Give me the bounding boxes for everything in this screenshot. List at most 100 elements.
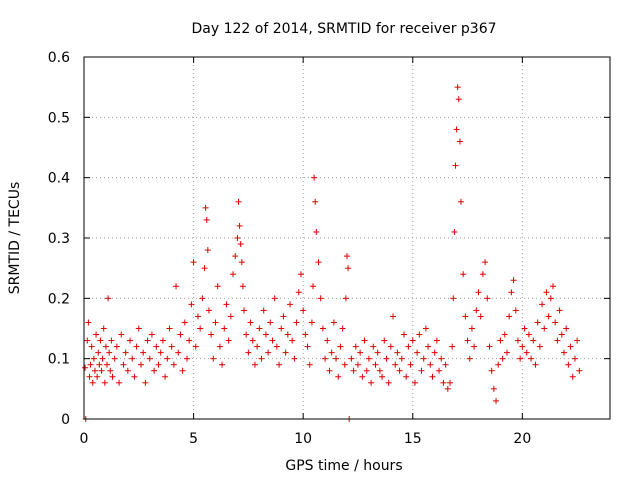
data-point — [567, 343, 574, 350]
data-point — [86, 373, 93, 380]
data-point — [482, 259, 489, 266]
data-point — [102, 343, 109, 350]
data-point — [449, 343, 456, 350]
data-point — [135, 325, 142, 332]
data-point — [162, 373, 169, 380]
data-point — [87, 361, 94, 368]
data-point — [444, 385, 451, 392]
data-point — [359, 373, 366, 380]
data-point — [280, 313, 287, 320]
data-point — [243, 331, 250, 338]
data-point — [560, 349, 567, 356]
data-point — [204, 247, 211, 254]
data-point — [109, 373, 116, 380]
data-point — [372, 361, 379, 368]
y-tick-label: 0.2 — [48, 291, 70, 307]
data-point — [539, 301, 546, 308]
data-point — [490, 385, 497, 392]
data-point — [105, 295, 112, 302]
data-point — [563, 325, 570, 332]
data-point — [153, 343, 160, 350]
data-point — [547, 295, 554, 302]
data-point — [216, 343, 223, 350]
data-point — [297, 271, 304, 278]
data-point — [148, 331, 155, 338]
data-point — [418, 367, 425, 374]
data-point — [223, 301, 230, 308]
data-point — [411, 379, 418, 386]
data-point — [394, 349, 401, 356]
data-point — [326, 367, 333, 374]
data-point — [295, 289, 302, 296]
data-point — [140, 349, 147, 356]
y-tick-labels: 0 0.1 0.2 0.3 0.4 0.5 0.6 — [48, 50, 70, 428]
data-point — [429, 373, 436, 380]
data-point — [493, 397, 500, 404]
data-point — [407, 361, 414, 368]
x-axis-label: GPS time / hours — [285, 458, 402, 474]
y-tick-label: 0.5 — [48, 110, 70, 126]
data-point — [232, 253, 239, 260]
data-point — [265, 349, 272, 356]
data-point — [514, 337, 521, 344]
data-point — [278, 325, 285, 332]
y-tick-label: 0.3 — [48, 231, 70, 247]
y-tick-label: 0.4 — [48, 171, 70, 187]
data-point — [269, 337, 276, 344]
data-point — [315, 259, 322, 266]
data-point — [120, 361, 127, 368]
data-point — [427, 361, 434, 368]
data-point — [124, 367, 131, 374]
data-point — [164, 355, 171, 362]
data-point — [556, 307, 563, 314]
x-tick-labels: 0 5 10 15 20 — [80, 431, 532, 447]
data-point — [247, 319, 254, 326]
data-point — [350, 367, 357, 374]
data-point — [383, 355, 390, 362]
data-point — [93, 331, 100, 338]
data-point — [442, 361, 449, 368]
data-point — [484, 295, 491, 302]
data-point — [368, 379, 375, 386]
data-point — [262, 331, 269, 338]
data-point — [536, 343, 543, 350]
data-point — [440, 379, 447, 386]
x-tick-label: 5 — [189, 431, 198, 447]
data-point — [82, 364, 89, 371]
data-point — [166, 325, 173, 332]
data-point — [379, 373, 386, 380]
ticks-layer — [83, 56, 610, 420]
data-point — [91, 367, 98, 374]
data-point — [312, 198, 319, 205]
data-point — [454, 84, 461, 91]
data-point — [328, 349, 335, 356]
data-point — [319, 325, 326, 332]
data-point — [543, 289, 550, 296]
data-point — [133, 343, 140, 350]
data-point — [184, 355, 191, 362]
data-point — [137, 361, 144, 368]
data-point — [352, 343, 359, 350]
data-point — [345, 265, 352, 272]
data-point — [238, 259, 245, 266]
data-point — [276, 361, 283, 368]
data-point — [236, 222, 243, 229]
data-point — [416, 331, 423, 338]
data-point — [552, 319, 559, 326]
data-point — [304, 343, 311, 350]
data-point — [237, 241, 244, 248]
data-point — [219, 361, 226, 368]
data-point — [127, 337, 134, 344]
data-point — [453, 126, 460, 133]
data-point — [499, 355, 506, 362]
data-point — [129, 355, 136, 362]
data-point — [289, 337, 296, 344]
data-point — [447, 379, 454, 386]
data-point — [519, 343, 526, 350]
data-point — [311, 174, 318, 181]
data-point — [521, 325, 528, 332]
data-point — [95, 349, 102, 356]
data-point — [322, 355, 329, 362]
data-point — [201, 265, 208, 272]
